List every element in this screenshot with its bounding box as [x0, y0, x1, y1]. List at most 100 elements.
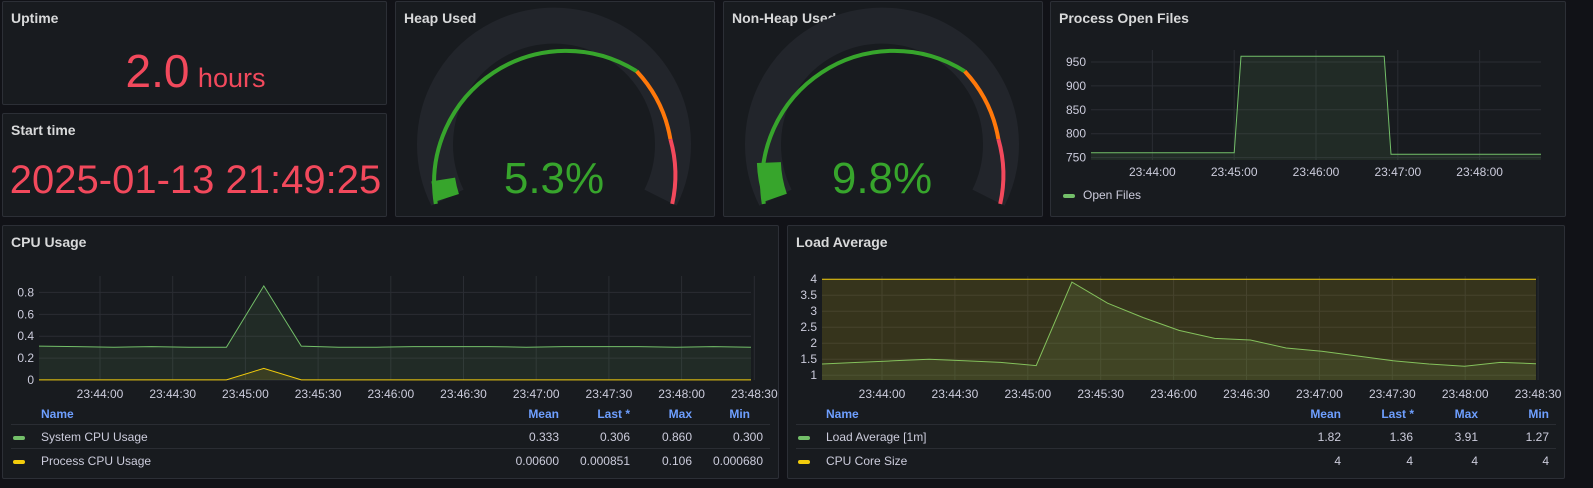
x-tick-label: 23:44:30	[149, 387, 196, 401]
panel-title: Non-Heap Used	[732, 10, 837, 26]
x-tick-label: 23:46:30	[440, 387, 487, 401]
legend-open-files[interactable]: Open Files	[1063, 188, 1141, 202]
y-tick-label: 1	[810, 368, 817, 382]
gauge-threshold-red	[668, 138, 678, 205]
y-tick-label: 0.8	[17, 285, 34, 299]
series-swatch	[13, 436, 25, 440]
panel-title: Start time	[11, 122, 76, 138]
heap-used-panel: Heap Used 5.3%	[395, 1, 715, 217]
x-tick-label: 23:47:00	[513, 387, 560, 401]
series-min: 4	[1542, 454, 1549, 468]
table-row[interactable]: Process CPU Usage 0.00600 0.000851 0.106…	[11, 448, 770, 472]
series-name: Load Average [1m]	[826, 430, 927, 444]
series-line	[821, 281, 1537, 367]
uptime-number: 2.0	[125, 45, 190, 97]
col-max[interactable]: Max	[1454, 407, 1478, 421]
series-mean: 1.82	[1317, 430, 1341, 444]
table-header: Name Mean Last * Max Min	[11, 402, 770, 424]
non-heap-gauge	[745, 7, 1019, 206]
x-tick-label: 23:45:30	[1077, 387, 1124, 401]
series-area	[39, 285, 751, 380]
x-tick-label: 23:45:00	[1211, 165, 1258, 179]
x-tick-label: 23:46:00	[1150, 387, 1197, 401]
x-tick-label: 23:48:00	[1442, 387, 1489, 401]
series-name: CPU Core Size	[826, 454, 908, 468]
series-mean: 0.333	[528, 430, 559, 444]
non-heap-used-panel: Non-Heap Used 9.8%	[723, 1, 1043, 217]
heap-gauge	[417, 7, 691, 206]
load-average-panel: Load Average 4 3.5 3 2.5 2 1.5 1 23:44:00 23:44:…	[787, 225, 1565, 479]
gauge-track	[417, 7, 691, 206]
col-name[interactable]: Name	[41, 407, 74, 421]
x-tick-label: 23:46:00	[1293, 165, 1340, 179]
x-tick-label: 23:47:30	[1369, 387, 1416, 401]
x-tick-label: 23:48:00	[1456, 165, 1503, 179]
series-min: 0.300	[732, 430, 763, 444]
y-tick-label: 2	[810, 336, 817, 350]
series-max: 0.860	[661, 430, 692, 444]
series-max: 0.106	[661, 454, 692, 468]
process-open-files-panel: Process Open Files 950 900 850 800 750 23:44:…	[1050, 1, 1566, 217]
open-files-chart: 950 900 850 800 750 23:44:00 23:45:00 23:46:00 2…	[1066, 50, 1541, 179]
gauge-threshold-red	[996, 138, 1006, 205]
x-tick-label: 23:45:00	[1004, 387, 1051, 401]
table-row[interactable]: Load Average [1m] 1.82 1.36 3.91 1.27	[796, 424, 1556, 448]
x-tick-label: 23:46:30	[1223, 387, 1270, 401]
x-tick-label: 23:47:00	[1374, 165, 1421, 179]
col-name[interactable]: Name	[826, 407, 859, 421]
panel-title: CPU Usage	[11, 234, 87, 250]
y-tick-label: 3	[810, 304, 817, 318]
col-mean[interactable]: Mean	[528, 407, 559, 421]
col-min[interactable]: Min	[729, 407, 750, 421]
x-tick-label: 23:44:30	[932, 387, 979, 401]
series-mean: 0.00600	[515, 454, 559, 468]
y-tick-label: 0.6	[17, 307, 34, 321]
uptime-panel: Uptime 2.0 hours	[2, 1, 387, 105]
series-swatch	[798, 436, 810, 440]
y-tick-label: 0	[27, 373, 34, 387]
series-last: 4	[1406, 454, 1413, 468]
series-last: 0.000851	[579, 454, 630, 468]
non-heap-used-value: 9.8%	[831, 154, 933, 203]
gauge-track	[745, 7, 1019, 206]
legend-label: Open Files	[1083, 188, 1142, 202]
gauge-value-arc	[756, 161, 787, 202]
gauge-threshold-green	[432, 48, 638, 205]
col-max[interactable]: Max	[668, 407, 692, 421]
series-min: 0.000680	[712, 454, 763, 468]
series-max: 4	[1471, 454, 1478, 468]
load-average-chart: 4 3.5 3 2.5 2 1.5 1 23:44:00 23:44:30 23:45:00 23:…	[800, 272, 1562, 401]
x-tick-label: 23:48:30	[1515, 387, 1562, 401]
x-tick-label: 23:44:00	[1129, 165, 1176, 179]
table-header: Name Mean Last * Max Min	[796, 402, 1556, 424]
col-min[interactable]: Min	[1528, 407, 1549, 421]
col-last[interactable]: Last *	[597, 407, 630, 421]
panel-title: Load Average	[796, 234, 888, 250]
table-row[interactable]: System CPU Usage 0.333 0.306 0.860 0.300	[11, 424, 770, 448]
uptime-value: 2.0 hours	[3, 44, 386, 98]
x-tick-label: 23:44:00	[77, 387, 124, 401]
series-area-open-files	[1091, 56, 1541, 161]
gauge-threshold-orange	[963, 69, 1001, 140]
series-last: 1.36	[1389, 430, 1413, 444]
y-tick-label: 850	[1066, 103, 1086, 117]
x-tick-label: 23:47:30	[586, 387, 633, 401]
x-tick-label: 23:44:00	[859, 387, 906, 401]
y-tick-label: 3.5	[800, 288, 817, 302]
table-row[interactable]: CPU Core Size 4 4 4 4	[796, 448, 1556, 472]
y-tick-label: 800	[1066, 127, 1086, 141]
gauge-value-arc	[431, 177, 459, 202]
col-mean[interactable]: Mean	[1310, 407, 1341, 421]
start-time-value: 2025-01-13 21:49:25	[9, 158, 382, 202]
series-line-open-files	[1091, 55, 1541, 155]
y-tick-label: 0.2	[17, 351, 34, 365]
cpu-legend-table: Name Mean Last * Max Min System CPU Usag…	[11, 402, 770, 472]
x-tick-label: 23:47:00	[1296, 387, 1343, 401]
x-tick-label: 23:48:30	[731, 387, 778, 401]
series-name: Process CPU Usage	[41, 454, 152, 468]
col-last[interactable]: Last *	[1381, 407, 1414, 421]
series-area	[822, 279, 1536, 380]
heap-used-value: 5.3%	[503, 154, 605, 203]
y-tick-label: 4	[810, 272, 817, 286]
start-time-panel: Start time 2025-01-13 21:49:25	[2, 113, 387, 217]
